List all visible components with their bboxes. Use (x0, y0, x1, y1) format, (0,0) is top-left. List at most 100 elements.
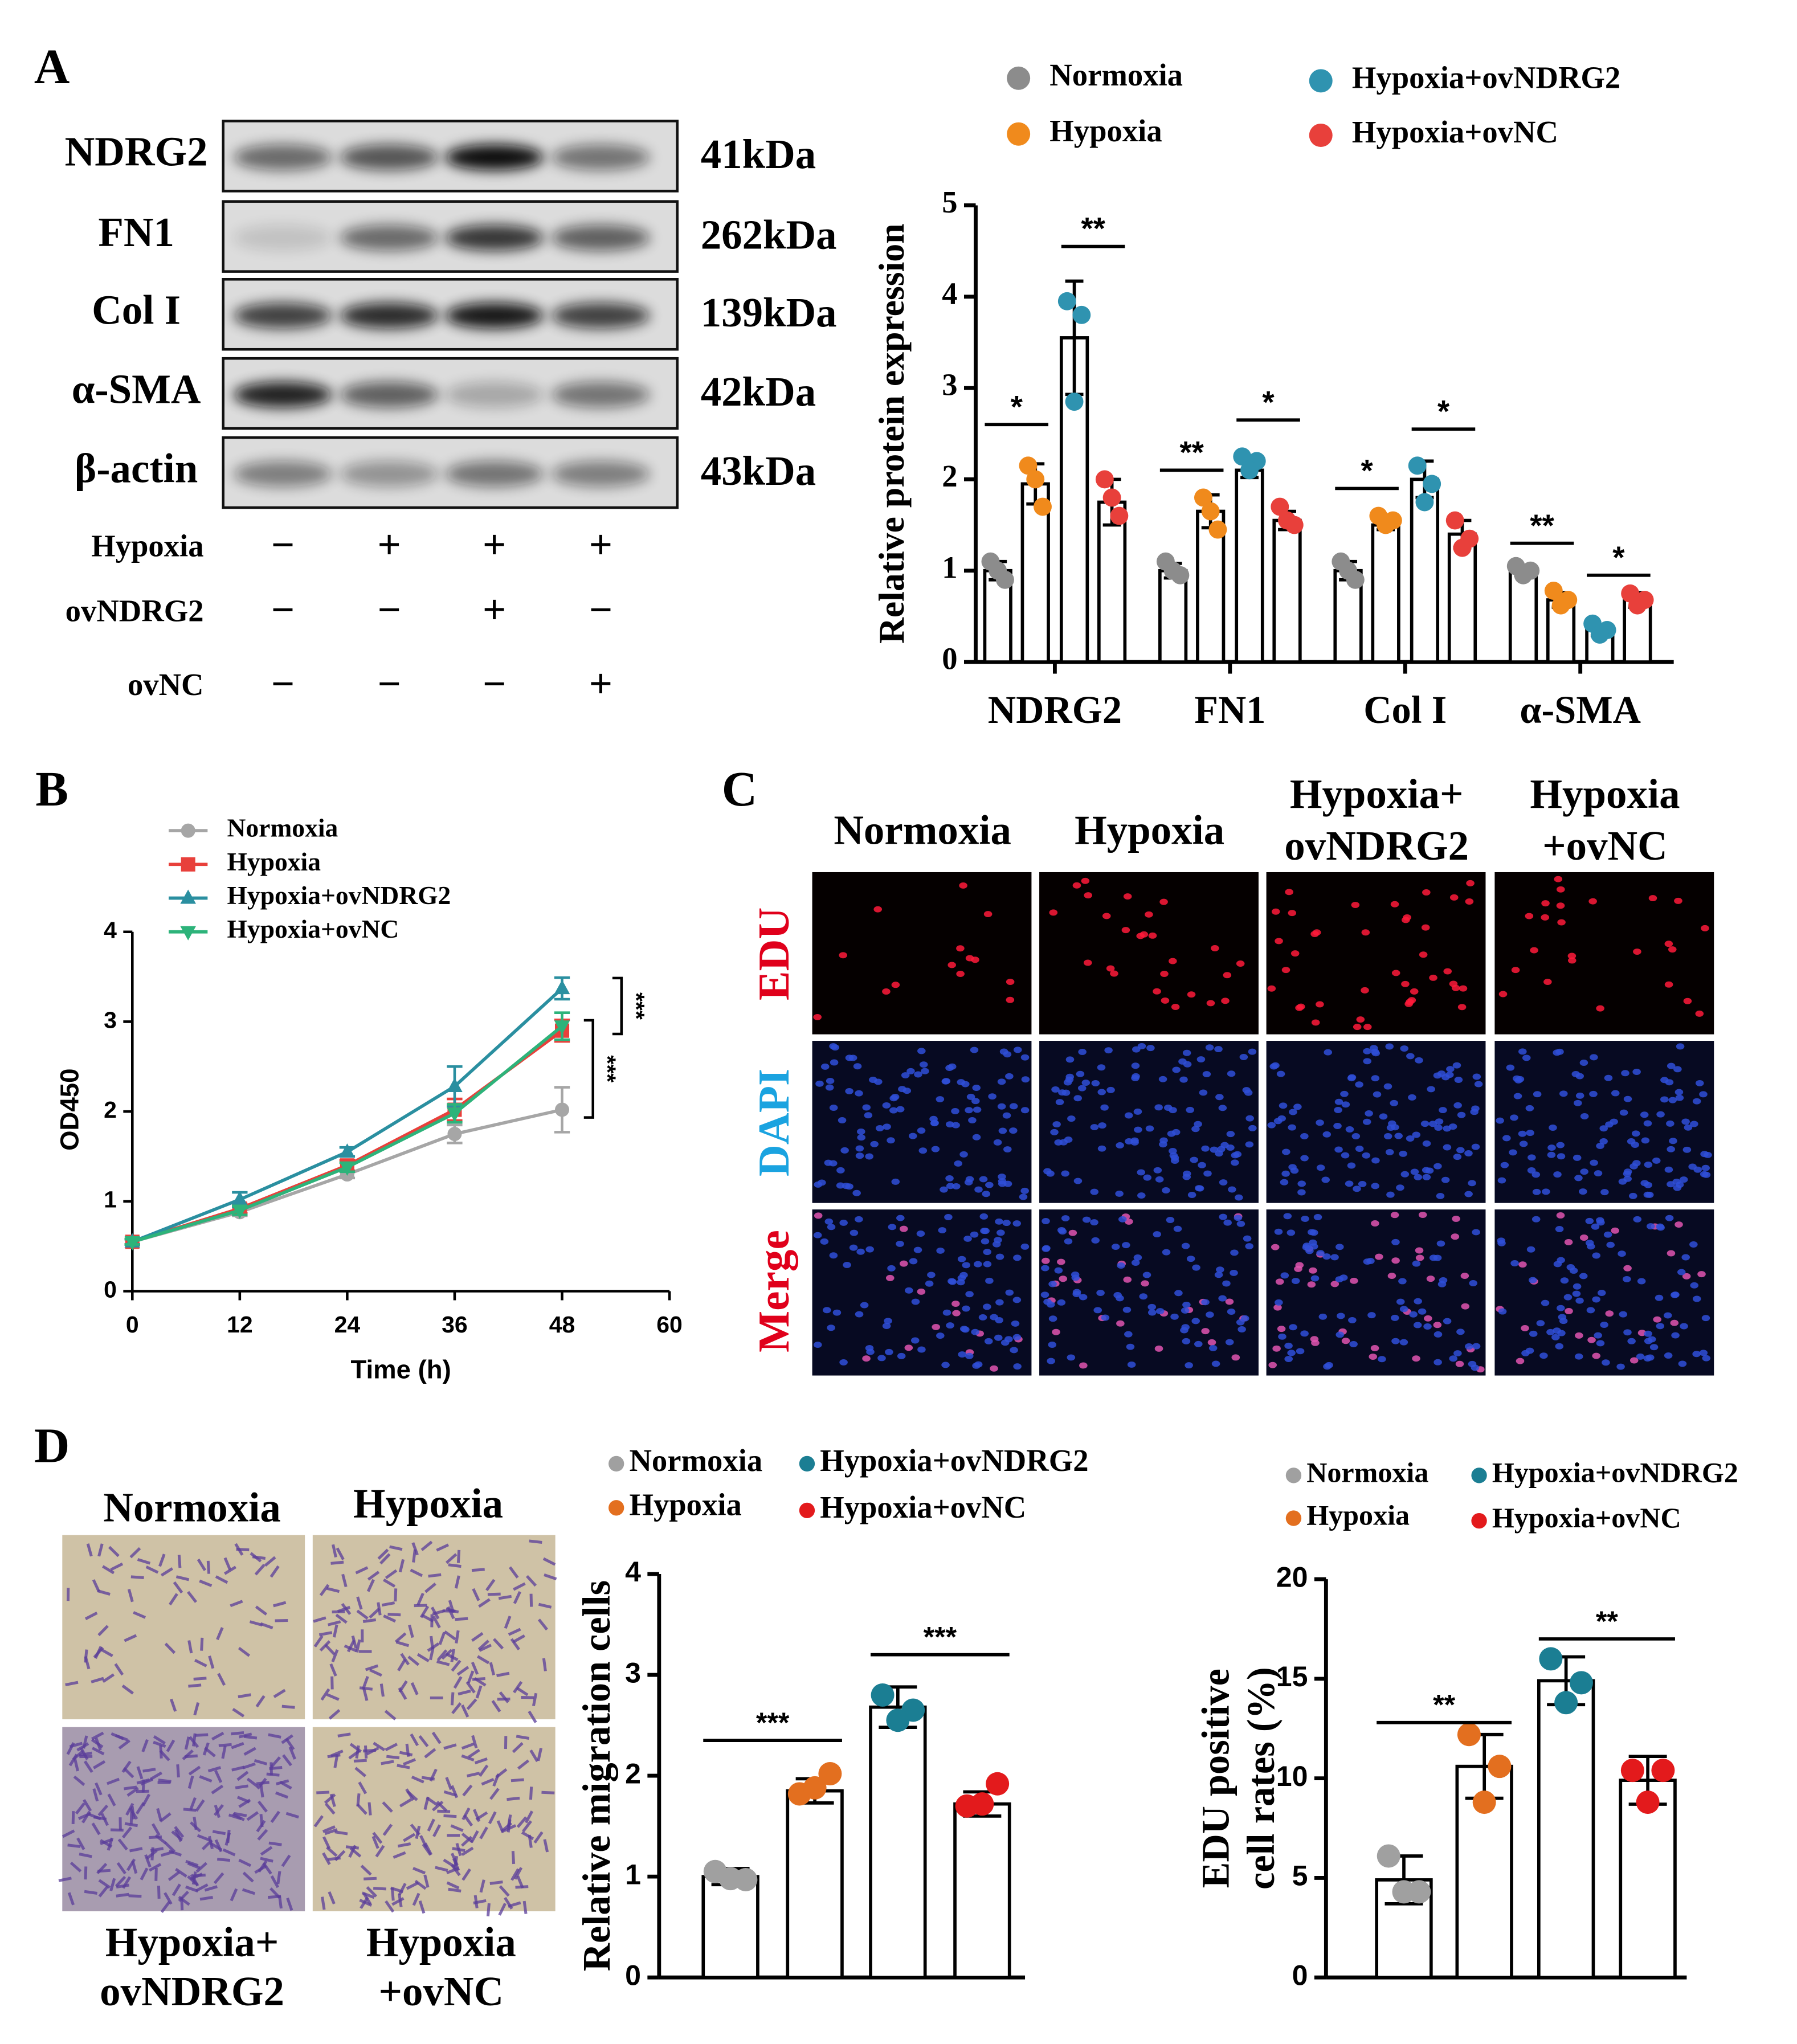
cell-nucleus (1366, 1258, 1375, 1264)
cell-nucleus (1669, 1138, 1677, 1144)
blot-band (445, 461, 544, 487)
migrated-cell (517, 1759, 530, 1770)
migrated-cell (136, 1766, 144, 1780)
cell-nucleus (1695, 1010, 1704, 1017)
row-label: Merge (749, 1230, 798, 1352)
cell-nucleus (1206, 1000, 1215, 1007)
migrated-cell (230, 1600, 243, 1608)
data-point (989, 561, 1007, 580)
cell-nucleus (1245, 1141, 1254, 1148)
cell-nucleus (1288, 910, 1297, 917)
cell-nucleus (1362, 1118, 1371, 1125)
cell-nucleus (1322, 1253, 1331, 1260)
migrated-cell (199, 1579, 213, 1587)
migrated-cell (319, 1584, 330, 1596)
cell-nucleus (1072, 882, 1081, 889)
cell-nucleus (971, 1328, 979, 1335)
cell-nucleus (1102, 913, 1111, 919)
cell-nucleus (925, 1280, 934, 1287)
migrated-cell (369, 1608, 381, 1619)
migrated-cell (182, 1749, 194, 1760)
cell-nucleus (1528, 1277, 1537, 1283)
cell-nucleus (1297, 1189, 1306, 1196)
migrated-cell (408, 1624, 414, 1638)
cell-nucleus (1574, 1175, 1583, 1182)
y-axis-label: cell rates (%) (1239, 1667, 1283, 1890)
legend-marker (181, 823, 195, 838)
cell-nucleus (1090, 1188, 1099, 1195)
migrated-cell (492, 1773, 500, 1787)
column-header: Normoxia (834, 807, 1011, 853)
cell-nucleus (1655, 1294, 1664, 1301)
cell-nucleus (1111, 1244, 1120, 1250)
migrated-cell (429, 1646, 435, 1661)
cell-nucleus (1646, 1223, 1655, 1230)
cell-nucleus (1010, 1347, 1018, 1354)
migrated-cell (381, 1601, 395, 1607)
cell-nucleus (1071, 1274, 1080, 1281)
migrated-cell (114, 1663, 124, 1676)
cell-nucleus (888, 1224, 897, 1231)
migrated-cell (528, 1834, 533, 1848)
cell-nucleus (956, 945, 965, 952)
cell-nucleus (1187, 1192, 1196, 1198)
data-point (970, 1792, 994, 1816)
blot-band (445, 144, 544, 170)
cell-nucleus (1396, 1298, 1405, 1305)
cell-nucleus (1564, 1239, 1573, 1245)
migrated-cell (478, 1598, 491, 1608)
cell-nucleus (1579, 1273, 1588, 1279)
migrated-cell (107, 1777, 120, 1785)
migrated-cell (102, 1673, 115, 1683)
migrated-cell (231, 1742, 244, 1749)
blot-band (340, 224, 439, 251)
cell-nucleus (984, 1338, 993, 1344)
marker (124, 1236, 141, 1250)
blot-band (445, 382, 544, 408)
cell-nucleus (1464, 1343, 1473, 1350)
cell-nucleus (1219, 1213, 1227, 1220)
migrated-cell (504, 1896, 513, 1910)
cell-nucleus (1191, 1318, 1200, 1324)
cell-nucleus (1579, 1234, 1588, 1241)
migrated-cell (242, 1762, 256, 1769)
cell-nucleus (995, 1218, 1003, 1225)
condition-label: Hypoxia (91, 528, 203, 563)
migrated-cell (326, 1846, 338, 1857)
cell-nucleus (1701, 1315, 1710, 1322)
cell-nucleus (1148, 932, 1157, 939)
legend-label: Hypoxia (629, 1487, 741, 1522)
cell-nucleus (1147, 1309, 1157, 1316)
cell-nucleus (1671, 1332, 1680, 1339)
cell-nucleus (1059, 1276, 1068, 1282)
cell-nucleus (1275, 1299, 1283, 1306)
blot-band (551, 224, 650, 251)
migrated-cell (486, 1903, 491, 1916)
y-tick-label: 0 (1292, 1959, 1308, 1991)
cell-nucleus (1182, 1049, 1191, 1056)
migrated-cell (269, 1887, 281, 1899)
migrated-cell (268, 1841, 282, 1846)
migrated-cell (153, 1735, 166, 1745)
cell-nucleus (1000, 1339, 1010, 1346)
migrated-cell (238, 1732, 252, 1739)
migrated-cell (278, 1895, 283, 1909)
migrated-cell (489, 1788, 500, 1800)
cell-nucleus (1139, 1293, 1148, 1300)
cell-nucleus (1353, 1024, 1362, 1031)
migrated-cell (84, 1890, 97, 1895)
cell-nucleus (1644, 1182, 1652, 1188)
migrated-cell (333, 1755, 339, 1768)
cell-nucleus (1618, 1250, 1626, 1257)
migrated-cell (373, 1742, 386, 1752)
migrated-cell (432, 1616, 441, 1629)
series-line (132, 987, 563, 1244)
cell-nucleus (998, 1127, 1007, 1134)
migrated-cell (384, 1710, 397, 1720)
migrated-cell (337, 1732, 351, 1738)
cell-nucleus (1021, 1076, 1030, 1083)
migrated-cell (127, 1589, 134, 1603)
cell-nucleus (1471, 1143, 1480, 1150)
cell-nucleus (1222, 1280, 1231, 1287)
cell-nucleus (1637, 1278, 1646, 1285)
